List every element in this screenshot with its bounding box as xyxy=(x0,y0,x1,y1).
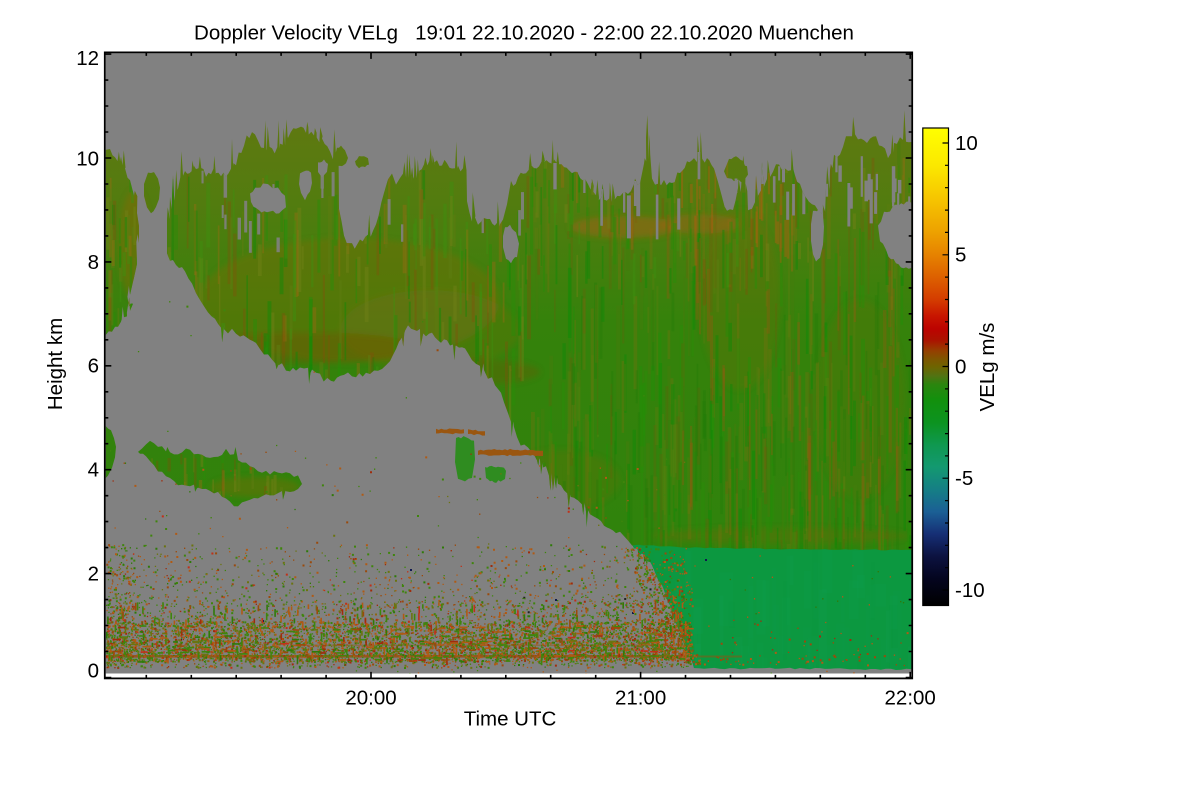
svg-text:Height km: Height km xyxy=(44,318,67,410)
svg-text:Doppler Velocity VELg 19:01: Doppler Velocity VELg 19:01 22.10.2020 -… xyxy=(194,22,854,45)
svg-text:20:00: 20:00 xyxy=(345,687,396,710)
svg-text:0: 0 xyxy=(955,355,966,378)
svg-text:8: 8 xyxy=(88,251,99,274)
svg-text:-5: -5 xyxy=(955,467,973,490)
svg-text:Time UTC: Time UTC xyxy=(464,708,557,731)
svg-text:-10: -10 xyxy=(955,579,985,602)
svg-text:4: 4 xyxy=(88,459,99,482)
svg-text:22:00: 22:00 xyxy=(885,687,936,710)
svg-text:5: 5 xyxy=(955,244,966,267)
svg-text:21:00: 21:00 xyxy=(615,687,666,710)
svg-text:12: 12 xyxy=(76,47,99,70)
svg-text:2: 2 xyxy=(88,562,99,585)
svg-text:VELg m/s: VELg m/s xyxy=(976,323,999,412)
svg-text:0: 0 xyxy=(88,659,99,682)
svg-text:10: 10 xyxy=(955,132,978,155)
svg-text:10: 10 xyxy=(76,147,99,170)
svg-text:6: 6 xyxy=(88,355,99,378)
